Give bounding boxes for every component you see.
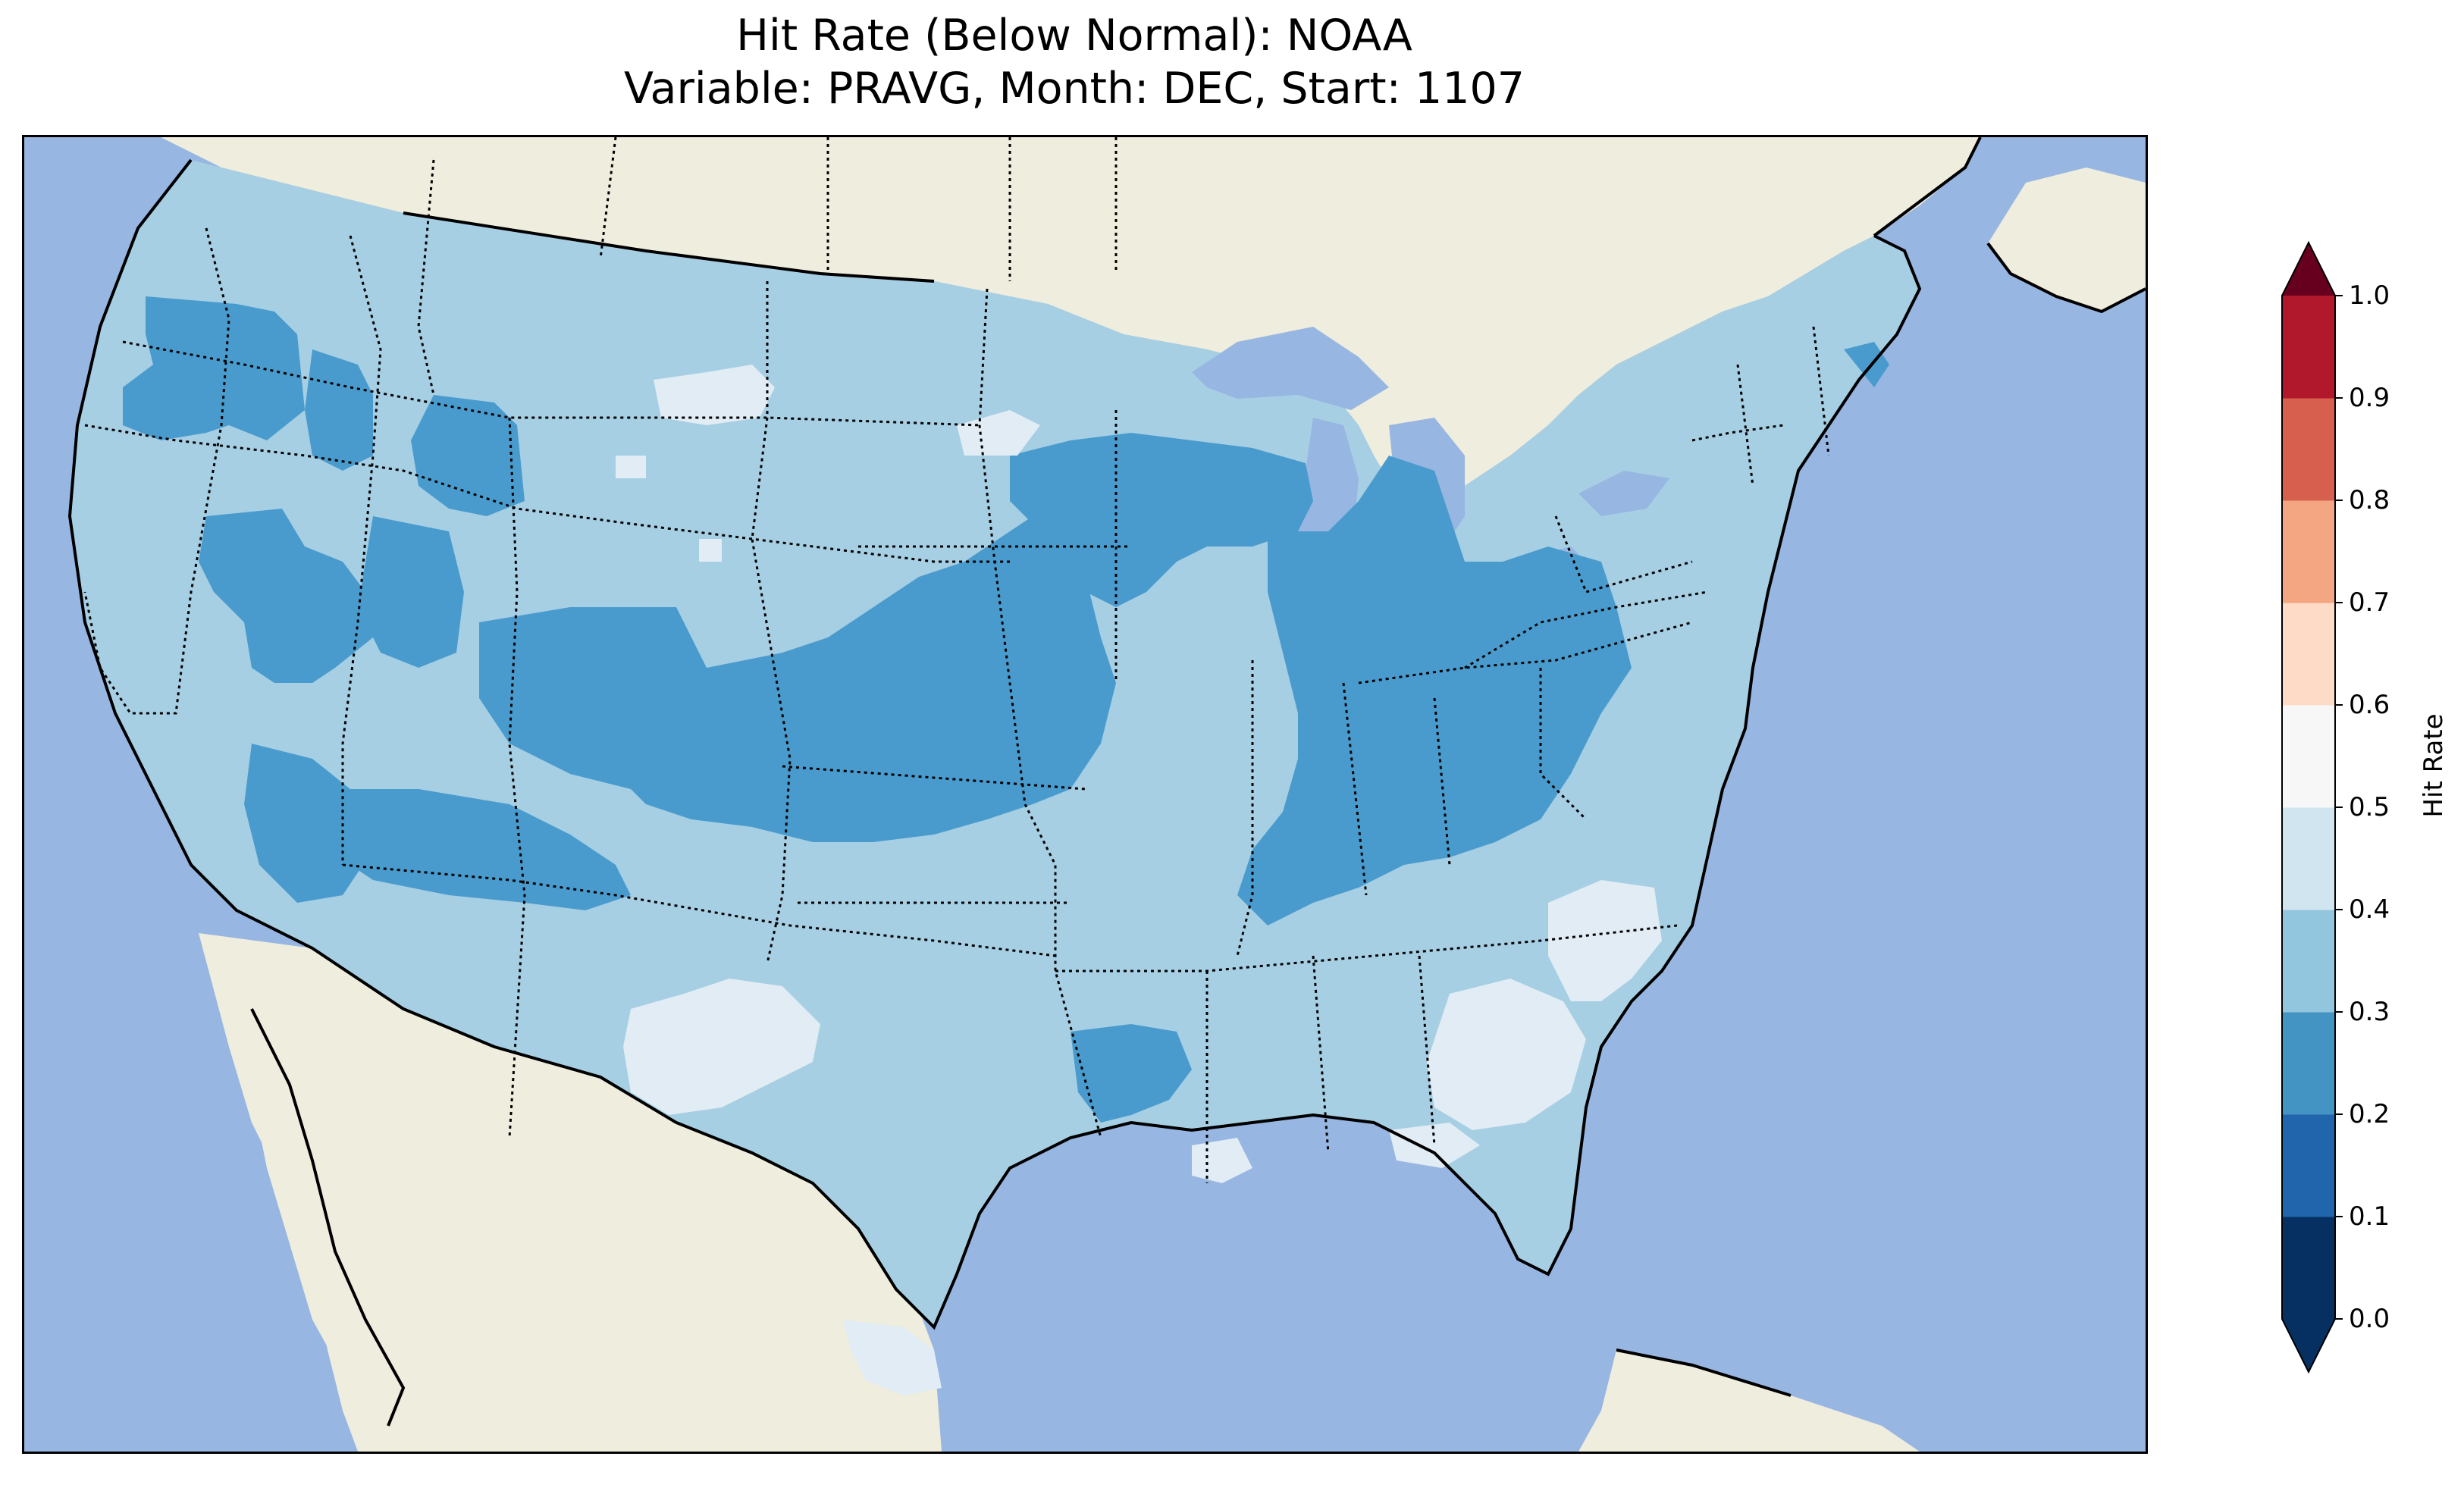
colorbar-tick-label: 0.6 [2349,690,2390,720]
state-borders [83,137,1830,1183]
lake-superior [1192,327,1389,410]
colorbar-segment [2282,1012,2335,1115]
region-georgia [1427,979,1586,1130]
colorbar-tick-label: 0.5 [2349,792,2390,822]
colorbar-segment [2282,1217,2335,1320]
region-florida-panhandle [1389,1123,1480,1168]
region-maine [1844,342,1889,387]
colorbar-tick-label: 0.9 [2349,383,2390,413]
region-arkansas-louisiana [1071,1024,1192,1123]
region-wyoming-dot [616,456,646,478]
map-frame [22,135,2148,1454]
region-south-texas [843,1320,942,1395]
colorbar-tick-label: 0.7 [2349,587,2390,618]
region-midwest-east [1237,456,1632,926]
colorbar-segment [2282,705,2335,808]
region-kansas-nebraska [600,501,1116,842]
region-montana-west [411,395,525,516]
colorbar-segment [2282,603,2335,706]
colorbar-tick-label: 0.3 [2349,997,2390,1027]
colorbar-segment [2282,1114,2335,1217]
region-south-carolina [1548,880,1662,1001]
colorbar-tick-label: 0.8 [2349,485,2390,515]
colorbar-segment [2282,296,2335,399]
region-montana-light [654,365,775,425]
region-wisconsin [957,410,1040,456]
map-title-line-1: Hit Rate (Below Normal): NOAA [736,11,1412,61]
colorbar-tick-label: 1.0 [2349,280,2390,311]
colorbar-segment [2282,500,2335,603]
colorbar-segment [2282,910,2335,1013]
mexico-land [199,933,942,1452]
colorbar-extend-max [2282,243,2335,296]
maritimes-land [1988,168,2146,312]
map-canvas [24,137,2146,1452]
region-pacific-nw [123,296,305,440]
lake-ontario [1578,471,1669,516]
region-idaho [305,349,373,471]
colorbar-label: Hit Rate [2419,713,2449,818]
coastlines [67,137,2146,1427]
region-utah [358,516,464,668]
colorbar-tick-label: 0.4 [2349,894,2390,925]
region-nevada-south [244,744,373,903]
cuba-land [1578,1350,1920,1452]
region-iowa-minnesota [1010,433,1313,607]
region-texas-panhandle [623,979,820,1115]
colorbar-segment [2282,807,2335,910]
colorbar-tick-label: 0.1 [2349,1201,2390,1232]
region-four-corners [328,789,631,910]
hit-rate-0-2-to-0-3-regions [123,296,1889,1123]
colorbar-segment [2282,398,2335,501]
colorbar-tick-label: 0.2 [2349,1099,2390,1129]
colorbar-graphic [2281,240,2343,1374]
colorbar [2267,235,2456,1387]
map-title-line-2: Variable: PRAVG, Month: DEC, Start: 1107 [623,64,1525,114]
colorbar-extend-min [2282,1319,2335,1372]
canada-land [161,137,1980,501]
colorbar-tick-label: 0.0 [2349,1304,2390,1334]
region-colorado-dot [699,539,722,562]
region-great-basin [199,509,373,683]
